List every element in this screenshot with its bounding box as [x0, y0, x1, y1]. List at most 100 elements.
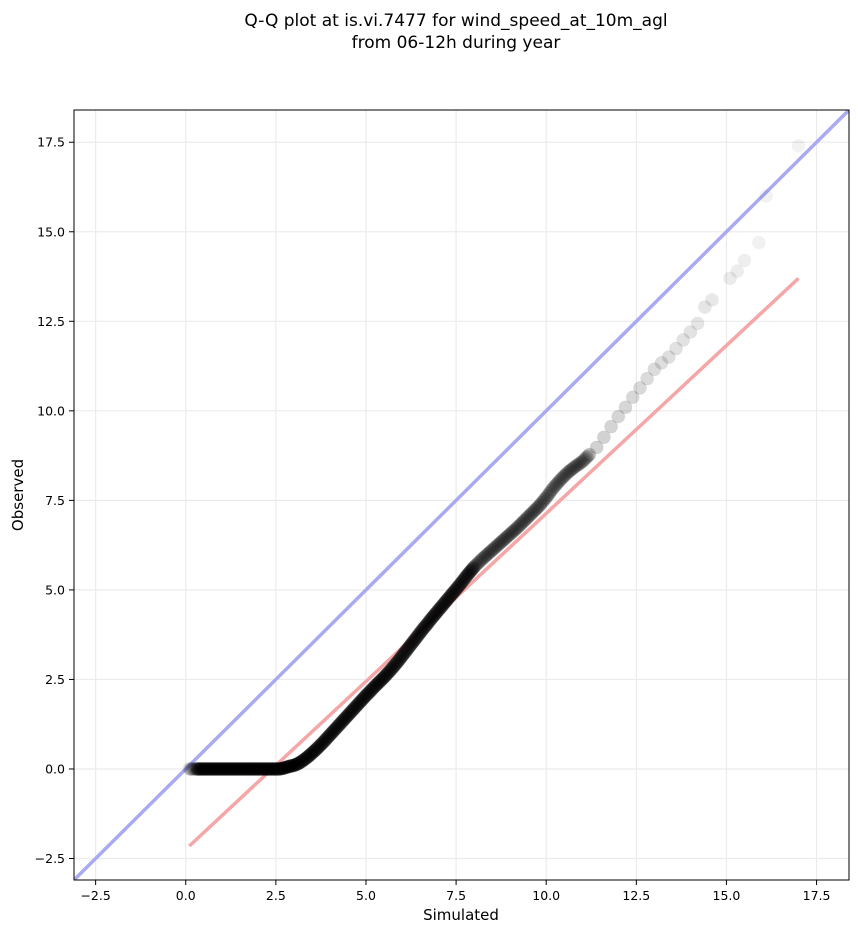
- quantile-point: [412, 627, 427, 641]
- quantile-point: [206, 762, 220, 776]
- quantile-point: [298, 751, 313, 766]
- quantile-point: [356, 691, 370, 706]
- quantile-point: [470, 557, 484, 571]
- quantile-point: [390, 654, 405, 669]
- quantile-point: [377, 669, 392, 684]
- quantile-point: [361, 686, 375, 701]
- quantile-point: [340, 709, 355, 723]
- quantile-point: [471, 555, 486, 570]
- quantile-point: [285, 758, 300, 773]
- quantile-point: [421, 616, 435, 630]
- fit-line: [188, 277, 800, 848]
- y-tick-label: 0.0: [45, 761, 65, 776]
- quantile-point: [274, 761, 288, 776]
- quantile-point: [442, 590, 456, 605]
- quantile-point: [200, 762, 215, 776]
- quantile-point: [723, 271, 737, 285]
- quantile-point: [325, 725, 339, 740]
- quantile-point: [267, 762, 282, 776]
- quantile-point: [305, 745, 320, 760]
- quantile-point: [368, 679, 383, 693]
- quantile-point: [269, 762, 284, 776]
- quantile-point: [321, 729, 336, 744]
- quantile-point: [507, 523, 522, 537]
- quantile-point: [460, 567, 475, 582]
- quantile-point: [426, 609, 440, 624]
- quantile-point: [253, 762, 267, 776]
- quantile-point: [341, 708, 355, 723]
- quantile-point: [332, 717, 347, 732]
- quantile-point: [396, 647, 411, 662]
- quantile-point: [661, 350, 676, 364]
- quantile-point: [235, 762, 249, 776]
- x-tick-label: 7.5: [446, 888, 466, 903]
- quantile-point: [223, 762, 238, 776]
- quantile-point: [367, 679, 382, 694]
- quantile-point: [705, 293, 719, 307]
- quantile-point: [445, 586, 460, 601]
- quantile-point: [520, 510, 535, 525]
- quantile-point: [459, 569, 473, 584]
- quantile-point: [364, 683, 378, 698]
- quantile-point: [372, 675, 386, 690]
- quantile-point: [193, 762, 207, 776]
- quantile-point: [384, 662, 399, 677]
- quantile-point: [483, 545, 497, 559]
- quantile-point: [510, 520, 525, 535]
- quantile-point: [424, 611, 439, 626]
- x-tick-label: 15.0: [713, 888, 741, 903]
- quantile-point: [351, 697, 365, 712]
- quantile-point: [331, 719, 345, 734]
- quantile-point: [486, 542, 500, 557]
- quantile-point: [281, 759, 295, 774]
- quantile-point: [248, 762, 263, 776]
- quantile-point: [420, 617, 435, 631]
- quantile-point: [222, 762, 236, 776]
- quantile-point: [323, 727, 338, 741]
- quantile-point: [370, 676, 385, 691]
- quantile-point: [526, 505, 541, 519]
- quantile-point: [284, 759, 298, 773]
- quantile-point: [324, 726, 339, 741]
- quantile-point: [296, 753, 311, 768]
- quantile-point: [276, 761, 291, 775]
- x-tick-label: −2.5: [80, 888, 110, 903]
- quantile-point: [334, 715, 349, 730]
- quantile-point: [426, 609, 441, 623]
- quantile-point: [322, 728, 337, 743]
- quantile-point: [565, 462, 579, 476]
- quantile-point: [309, 742, 324, 757]
- quantile-point: [465, 562, 479, 577]
- quantile-point: [217, 762, 231, 776]
- quantile-point: [358, 689, 373, 704]
- quantile-point: [254, 762, 269, 776]
- quantile-point: [468, 558, 483, 573]
- quantile-point: [258, 762, 273, 776]
- quantile-point: [398, 645, 412, 660]
- quantile-point: [618, 400, 633, 415]
- quantile-point: [566, 461, 581, 475]
- quantile-point: [501, 528, 516, 543]
- quantile-point: [311, 740, 326, 754]
- quantile-point: [574, 455, 588, 470]
- quantile-point: [480, 547, 494, 562]
- quantile-point: [307, 744, 321, 759]
- quantile-point: [257, 762, 272, 776]
- y-axis-label: Observed: [9, 459, 27, 531]
- quantile-point: [194, 762, 209, 776]
- quantile-point: [457, 572, 471, 587]
- quantile-point: [536, 494, 551, 508]
- quantile-point: [191, 762, 206, 776]
- quantile-point: [418, 619, 432, 634]
- quantile-point: [406, 634, 421, 649]
- quantile-point: [395, 649, 409, 663]
- quantile-point: [286, 758, 300, 773]
- quantile-point: [225, 762, 240, 776]
- quantile-point: [405, 636, 419, 650]
- quantile-point: [260, 762, 275, 776]
- quantile-point: [452, 578, 466, 593]
- quantile-point: [266, 762, 280, 776]
- quantile-point: [625, 390, 640, 405]
- quantile-point: [408, 632, 422, 647]
- quantile-point: [336, 713, 350, 728]
